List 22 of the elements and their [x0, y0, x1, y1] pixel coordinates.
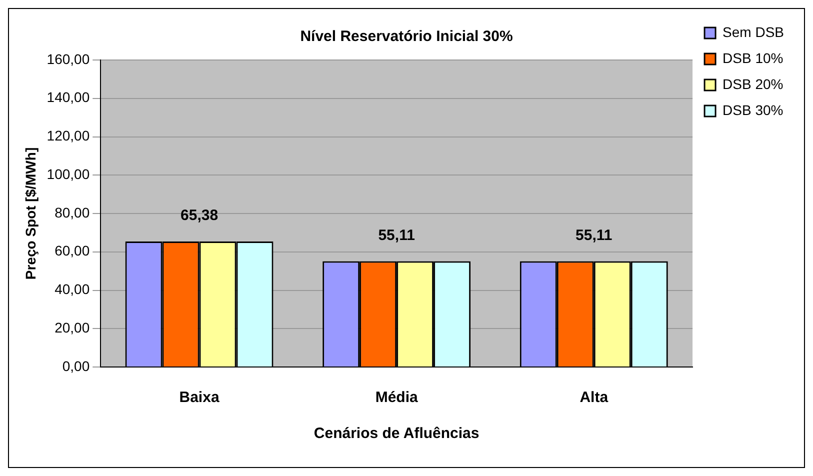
- y-tick-label: 100,00: [46, 166, 90, 182]
- x-tick-label: Baixa: [179, 389, 220, 406]
- y-tick-label: 20,00: [54, 319, 90, 336]
- x-tick-label: Média: [375, 389, 418, 406]
- y-tick-label: 40,00: [54, 281, 90, 298]
- y-tick-label: 60,00: [54, 242, 90, 259]
- y-tick-label: 0,00: [62, 358, 90, 374]
- annotation: 55,11: [576, 226, 612, 244]
- annotation: 65,38: [180, 207, 218, 224]
- chart-title: Nível Reservatório Inicial 30%: [300, 28, 513, 46]
- legend-label: DSB 10%: [722, 50, 784, 66]
- y-tick-label: 120,00: [46, 128, 90, 144]
- y-tick-label: 160,00: [46, 50, 90, 67]
- legend-label: DSB 20%: [722, 76, 784, 92]
- x-tick-label: Alta: [580, 389, 609, 406]
- legend-label: DSB 30%: [722, 102, 784, 118]
- y-tick-label: 80,00: [54, 204, 90, 220]
- y-axis-title: Preço Spot [$/MWh]: [22, 147, 38, 280]
- legend-label: Sem DSB: [722, 24, 784, 40]
- y-tick-label: 140,00: [46, 89, 90, 106]
- annotation: 55,11: [378, 226, 415, 244]
- x-axis-title: Cenários de Afluências: [314, 425, 480, 442]
